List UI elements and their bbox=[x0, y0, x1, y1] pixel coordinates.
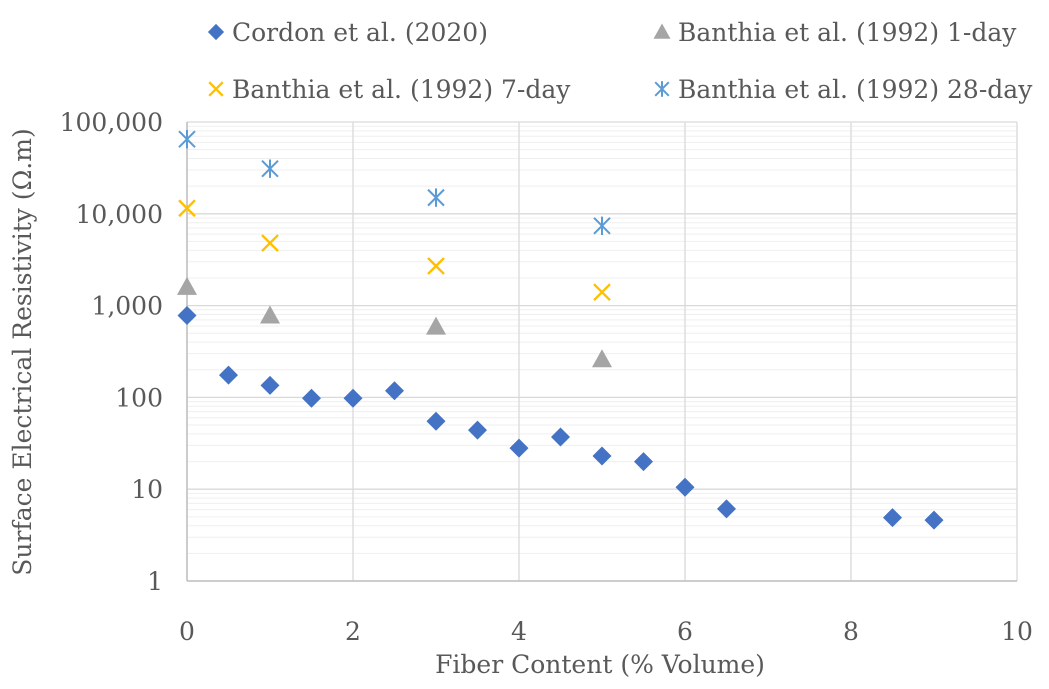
data-point bbox=[551, 427, 570, 447]
x-tick-label: 0 bbox=[179, 617, 195, 646]
series-2 bbox=[177, 276, 612, 368]
legend: Cordon et al. (2020) Banthia et al. (1992… bbox=[207, 18, 1033, 104]
data-point bbox=[385, 381, 404, 401]
data-point bbox=[675, 477, 695, 497]
data-point bbox=[634, 452, 653, 472]
data-point bbox=[427, 188, 445, 207]
data-point bbox=[883, 508, 902, 528]
legend-item: Banthia et al. (1992) 1-day bbox=[653, 18, 1017, 47]
data-point bbox=[427, 257, 445, 275]
legend-label: Banthia et al. (1992) 1-day bbox=[678, 18, 1017, 47]
x-stroke bbox=[208, 81, 224, 97]
data-point bbox=[717, 499, 736, 519]
data-point bbox=[177, 276, 197, 295]
plot-gridlines bbox=[186, 121, 1018, 582]
y-tick-label: 1,000 bbox=[91, 292, 163, 321]
tick-labels: 0 2 4 6 8 10 1 10 100 1,000 10,000 100,000 bbox=[60, 108, 1033, 646]
data-point bbox=[593, 216, 611, 236]
legend-marker bbox=[207, 23, 225, 41]
data-point bbox=[260, 305, 280, 324]
legend-label: Cordon et al. (2020) bbox=[232, 18, 488, 47]
x-axis-title: Fiber Content (% Volume) bbox=[435, 650, 765, 679]
x-tick-label: 8 bbox=[843, 617, 859, 646]
legend-label: Banthia et al. (1992) 7-day bbox=[232, 75, 571, 104]
data-point bbox=[426, 411, 446, 431]
data-point bbox=[592, 446, 612, 466]
series-3 bbox=[178, 199, 611, 302]
data-point bbox=[343, 388, 363, 408]
x-stroke bbox=[178, 199, 196, 218]
y-tick-label: 10 bbox=[131, 475, 163, 504]
x-tick-label: 10 bbox=[1001, 617, 1033, 646]
data-point bbox=[219, 365, 238, 385]
y-tick-label: 100,000 bbox=[60, 108, 163, 137]
data-point bbox=[178, 129, 196, 149]
data-point bbox=[924, 510, 944, 530]
x-tick-label: 2 bbox=[345, 617, 361, 646]
data-point bbox=[509, 438, 529, 458]
data-point bbox=[593, 283, 611, 302]
legend-marker bbox=[653, 23, 671, 39]
legend-marker bbox=[208, 81, 224, 97]
y-tick-label: 10,000 bbox=[76, 200, 163, 229]
plot-axes bbox=[186, 122, 1017, 582]
x-stroke bbox=[427, 257, 445, 275]
x-tick-label: 6 bbox=[677, 617, 693, 646]
data-point bbox=[468, 420, 487, 440]
data-point bbox=[177, 306, 197, 326]
data-point bbox=[178, 199, 196, 218]
series-1 bbox=[177, 306, 944, 530]
legend-item: Banthia et al. (1992) 7-day bbox=[208, 75, 571, 104]
legend-marker bbox=[654, 81, 670, 97]
x-stroke bbox=[593, 283, 611, 302]
data-point bbox=[260, 375, 280, 395]
data-point bbox=[592, 349, 612, 368]
series-4 bbox=[178, 129, 611, 236]
legend-item: Banthia et al. (1992) 28-day bbox=[654, 75, 1033, 104]
data-point bbox=[302, 388, 321, 408]
x-stroke bbox=[261, 234, 279, 252]
y-tick-label: 100 bbox=[115, 383, 163, 412]
legend-item: Cordon et al. (2020) bbox=[207, 18, 488, 47]
y-axis-title: Surface Electrical Resistivity (Ω.m) bbox=[8, 128, 37, 575]
data-point bbox=[261, 234, 279, 252]
data-point bbox=[261, 159, 279, 178]
legend-label: Banthia et al. (1992) 28-day bbox=[678, 75, 1033, 104]
x-tick-label: 4 bbox=[511, 617, 527, 646]
data-point bbox=[426, 316, 446, 335]
data-points bbox=[177, 129, 944, 530]
y-tick-label: 1 bbox=[147, 567, 163, 596]
